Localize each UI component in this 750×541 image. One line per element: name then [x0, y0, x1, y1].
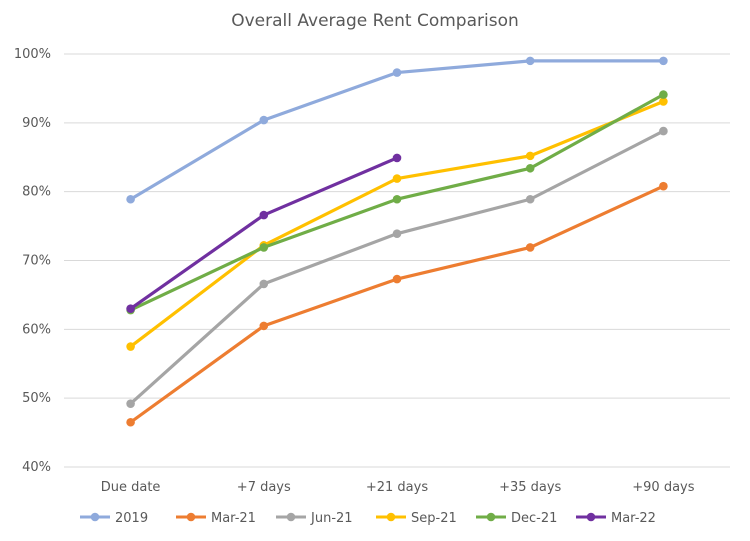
data-point [525, 163, 535, 173]
x-tick-label: +7 days [237, 480, 291, 495]
data-point [259, 321, 269, 331]
series-mar-21 [126, 181, 668, 427]
legend-label: 2019 [115, 511, 148, 526]
legend-label: Mar-22 [611, 511, 656, 526]
data-point [259, 115, 269, 125]
legend-item: Dec-21 [476, 511, 557, 526]
legend-label: Mar-21 [211, 511, 256, 526]
chart-title: Overall Average Rent Comparison [231, 11, 519, 31]
data-point [659, 181, 668, 191]
legend-label: Sep-21 [411, 511, 457, 526]
legend-item: 2019 [80, 511, 148, 526]
series-sep-21 [126, 97, 668, 351]
data-point [659, 90, 668, 99]
x-tick-label: +35 days [499, 480, 561, 495]
legend-label: Dec-21 [511, 511, 557, 526]
data-point [659, 97, 668, 106]
x-tick-label: Due date [101, 480, 161, 495]
series-line [129, 184, 666, 424]
legend-swatch-marker [186, 512, 196, 522]
x-tick-label: +90 days [632, 480, 694, 495]
y-tick-label: 90% [22, 116, 51, 131]
y-tick-label: 80% [22, 185, 51, 200]
legend-swatch-marker [286, 512, 296, 522]
gridlines [64, 53, 730, 468]
data-point [126, 194, 135, 204]
y-tick-label: 40% [22, 460, 51, 475]
data-point [525, 56, 535, 66]
series-lines [126, 56, 668, 427]
legend-swatch-marker [586, 512, 596, 522]
data-point [659, 126, 668, 136]
data-point [259, 210, 269, 220]
y-tick-label: 100% [14, 47, 51, 62]
data-point [126, 399, 135, 408]
data-point [259, 243, 269, 252]
series-jun-21 [126, 126, 668, 408]
legend-item: Mar-21 [176, 511, 256, 526]
legend-label: Jun-21 [310, 511, 353, 526]
y-tick-label: 50% [22, 391, 51, 406]
legend: 2019 Mar-21 Jun-21 Sep-21 Dec-21 Mar-22 [80, 511, 656, 526]
legend-swatch-marker [486, 512, 496, 522]
data-point [392, 194, 402, 204]
data-point [659, 56, 668, 66]
data-point [525, 151, 535, 161]
data-point [392, 68, 402, 77]
data-point [392, 174, 402, 183]
x-axis-ticks: Due date +7 days +21 days +35 days +90 days [101, 480, 695, 495]
legend-swatch-marker [386, 512, 396, 522]
data-point [392, 274, 402, 284]
legend-item: Sep-21 [376, 511, 457, 526]
legend-item: Mar-22 [576, 511, 656, 526]
data-point [525, 194, 535, 204]
series-2019 [126, 56, 668, 204]
data-point [392, 153, 402, 163]
data-point [392, 229, 402, 238]
x-tick-label: +21 days [366, 480, 428, 495]
data-point [126, 304, 135, 313]
data-point [126, 417, 135, 427]
series-mar-22 [126, 153, 402, 313]
data-point [259, 279, 269, 289]
y-axis-ticks: 40% 50% 60% 70% 80% 90% 100% [14, 47, 51, 475]
y-tick-label: 60% [22, 322, 51, 337]
legend-swatch-marker [90, 512, 100, 522]
legend-item: Jun-21 [276, 511, 353, 526]
y-tick-label: 70% [22, 254, 51, 269]
data-point [126, 342, 135, 351]
data-point [525, 243, 535, 252]
